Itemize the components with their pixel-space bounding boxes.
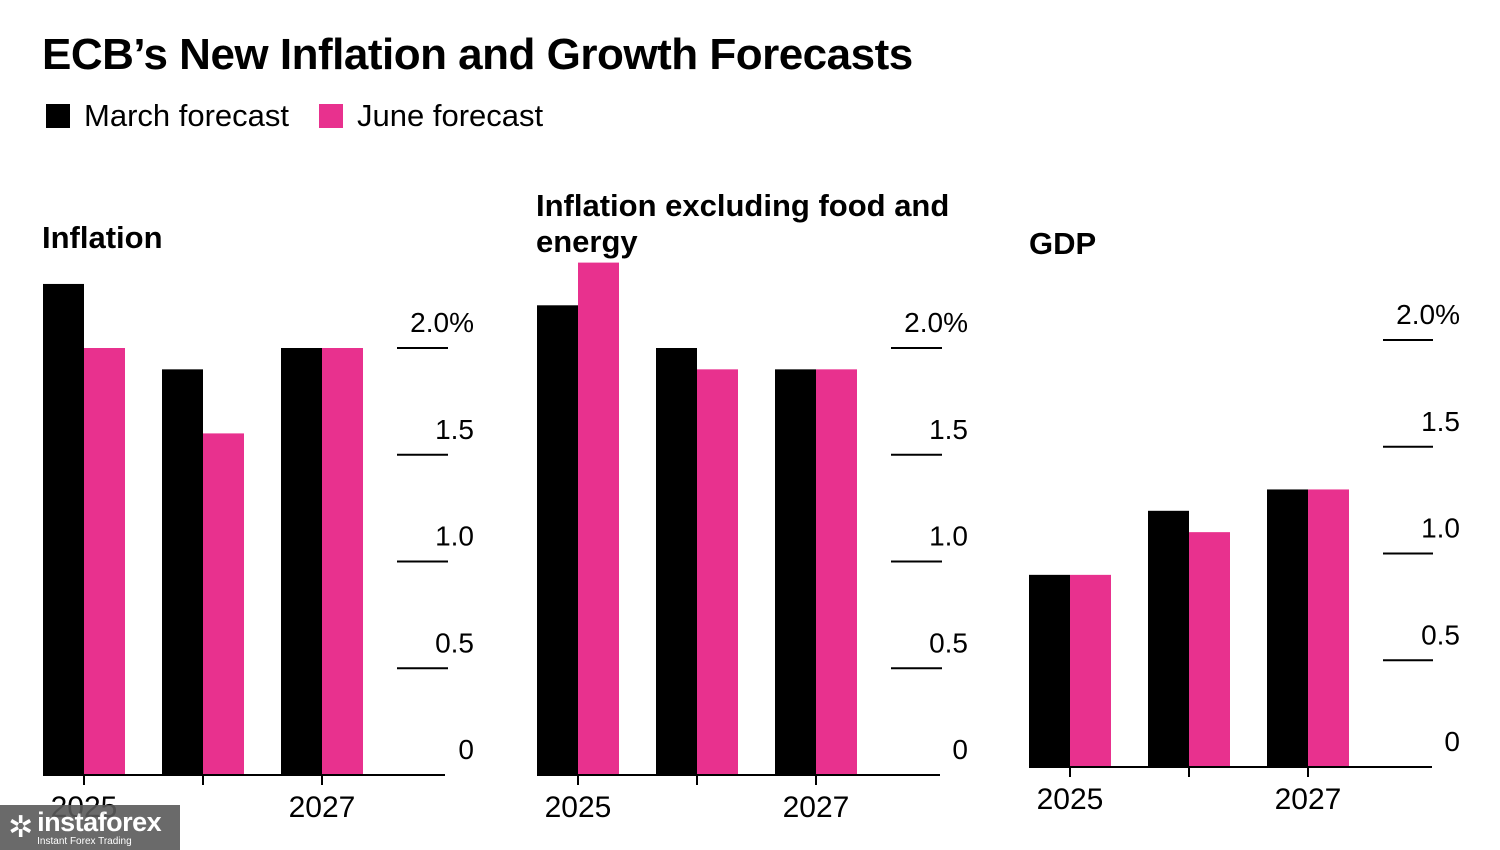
inflation-ytick-label: 1.5 — [435, 414, 474, 445]
legend-label-june: June forecast — [357, 98, 544, 133]
chart-title-core-inflation: Inflation excluding food and energy — [536, 188, 950, 259]
legend-item-march: March forecast — [46, 98, 289, 134]
gdp-ytick-label: 1.5 — [1421, 406, 1460, 437]
core-inflation-xtick-label: 2025 — [545, 791, 612, 824]
gdp-bar-june-2025 — [1070, 574, 1111, 767]
gdp-bar-march-2026 — [1148, 510, 1189, 767]
watermark-text: instaforex Instant Forex Trading — [37, 806, 162, 847]
legend: March forecast June forecast — [46, 98, 543, 134]
inflation-xtick-label: 2027 — [289, 791, 356, 824]
watermark: ✲ instaforex Instant Forex Trading — [0, 805, 180, 850]
core-inflation-ytick-label: 1.0 — [929, 521, 968, 552]
legend-swatch-june — [319, 104, 344, 128]
inflation-ytick-label: 2.0% — [410, 307, 474, 338]
gdp-xtick-label: 2027 — [1275, 783, 1342, 816]
gdp-bar-march-2027 — [1267, 489, 1308, 767]
chart-title-gdp: GDP — [1029, 226, 1097, 261]
inflation-bar-june-2026 — [203, 433, 244, 775]
core-inflation-bar-june-2027 — [816, 369, 857, 775]
chart-title-inflation: Inflation — [42, 220, 163, 255]
gdp-ytick-label: 1.0 — [1421, 513, 1460, 544]
gdp-xtick-label: 2025 — [1037, 783, 1104, 816]
gdp-ytick-label: 2.0% — [1396, 299, 1460, 330]
core-inflation-bar-june-2026 — [697, 369, 738, 775]
core-inflation-bar-march-2025 — [537, 305, 578, 775]
page-title: ECB’s New Inflation and Growth Forecasts — [42, 30, 913, 79]
legend-item-june: June forecast — [319, 98, 543, 134]
inflation-ytick-label: 1.0 — [435, 521, 474, 552]
inflation-bar-june-2025 — [84, 348, 125, 775]
core-inflation-ytick-label: 0 — [952, 734, 968, 765]
inflation-bar-march-2026 — [162, 369, 203, 775]
inflation-bar-june-2027 — [322, 348, 363, 775]
gdp-bar-june-2027 — [1308, 489, 1349, 767]
legend-label-march: March forecast — [84, 98, 290, 133]
core-inflation-bar-march-2027 — [775, 369, 816, 775]
gdp-bar-june-2026 — [1189, 532, 1230, 767]
inflation-bar-march-2025 — [43, 283, 84, 775]
gdp-ytick-label: 0.5 — [1421, 619, 1460, 650]
watermark-name: instaforex — [37, 806, 162, 837]
core-inflation-ytick-label: 2.0% — [904, 307, 968, 338]
core-inflation-xtick-label: 2027 — [783, 791, 850, 824]
watermark-tagline: Instant Forex Trading — [37, 835, 132, 847]
inflation-ytick-label: 0.5 — [435, 627, 474, 658]
core-inflation-ytick-label: 1.5 — [929, 414, 968, 445]
core-inflation-bar-march-2026 — [656, 348, 697, 775]
instaforex-logo-icon: ✲ — [8, 810, 34, 844]
legend-swatch-march — [46, 104, 70, 128]
inflation-bar-march-2027 — [281, 348, 322, 775]
core-inflation-bar-june-2025 — [578, 262, 619, 776]
gdp-ytick-label: 0 — [1444, 726, 1460, 757]
inflation-ytick-label: 0 — [458, 734, 474, 765]
gdp-bar-march-2025 — [1029, 574, 1070, 767]
core-inflation-ytick-label: 0.5 — [929, 627, 968, 658]
